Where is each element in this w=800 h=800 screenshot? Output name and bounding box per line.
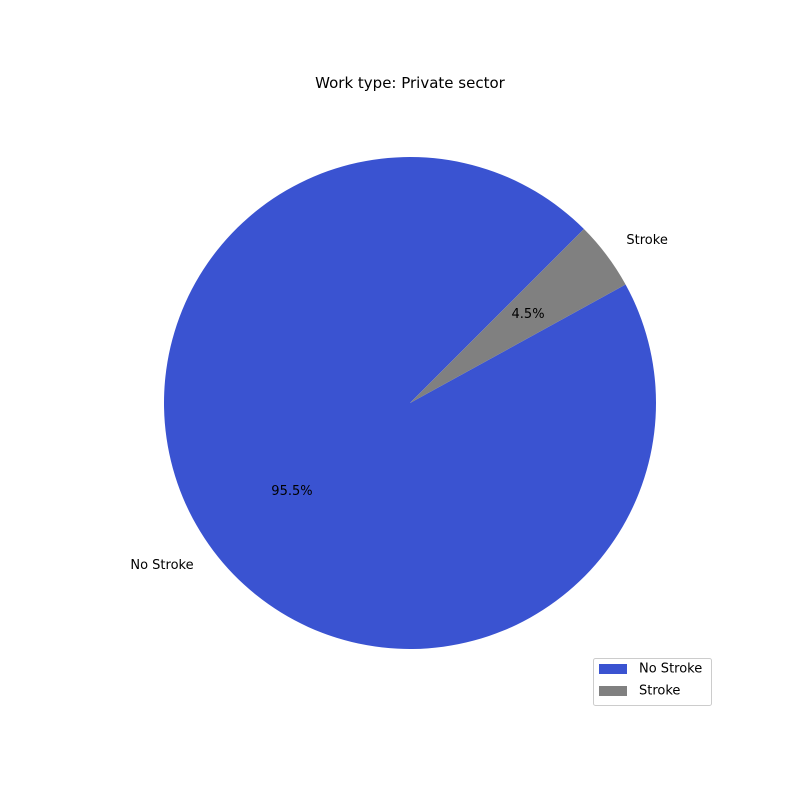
slice-percent-stroke: 4.5%	[512, 307, 545, 322]
pie-slice-stroke	[410, 229, 626, 403]
legend-label-no-stroke: No Stroke	[639, 662, 702, 677]
pie-slices	[164, 156, 656, 649]
legend: No Stroke Stroke	[593, 658, 712, 706]
slice-labels: No Stroke 95.5% Stroke 4.5%	[130, 233, 667, 573]
legend-label-stroke: Stroke	[639, 684, 680, 699]
slice-label-no-stroke: No Stroke	[130, 558, 193, 573]
pie-slice-no-stroke	[164, 156, 656, 649]
legend-swatch-no-stroke	[599, 664, 627, 674]
chart-title: Work type: Private sector	[315, 74, 505, 92]
legend-swatch-stroke	[599, 686, 627, 696]
slice-percent-no-stroke: 95.5%	[271, 484, 312, 499]
slice-label-stroke: Stroke	[626, 233, 667, 248]
